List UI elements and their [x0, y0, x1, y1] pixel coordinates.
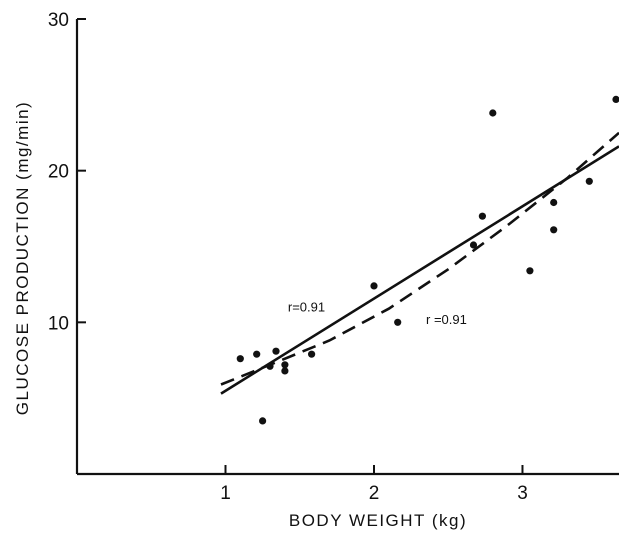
- solid-fit-line: [220, 145, 619, 395]
- data-point: [236, 355, 244, 363]
- y-tick-label: 20: [48, 162, 69, 183]
- correlation-label: r=0.91: [288, 300, 325, 315]
- data-point: [550, 198, 558, 207]
- data-point: [526, 267, 534, 275]
- axes: [75, 19, 619, 476]
- data-point: [370, 282, 378, 290]
- data-point: [281, 361, 289, 369]
- data-point: [308, 350, 316, 358]
- x-tick-label: 2: [369, 483, 380, 504]
- y-axis-label: GLUCOSE PRODUCTION (mg/min): [13, 101, 32, 415]
- data-point: [469, 241, 478, 249]
- data-point: [281, 367, 289, 375]
- data-point: [550, 226, 558, 234]
- data-point: [478, 212, 486, 220]
- x-tick-label: 3: [517, 483, 528, 504]
- correlation-label: r =0.91: [426, 312, 467, 327]
- ticks: 10 20 30 1 2 3: [48, 10, 528, 504]
- data-point: [259, 417, 267, 425]
- regression-lines: [220, 131, 619, 395]
- x-axis-label: BODY WEIGHT (kg): [289, 511, 467, 530]
- y-tick-label: 10: [48, 313, 69, 334]
- y-tick-label: 30: [48, 10, 69, 31]
- data-point: [266, 362, 274, 370]
- data-point: [585, 177, 593, 185]
- data-points: [236, 95, 619, 425]
- data-point: [253, 350, 261, 358]
- data-point: [489, 109, 497, 117]
- data-point: [612, 95, 619, 103]
- x-tick-label: 1: [220, 483, 231, 504]
- dashed-fit-line: [220, 131, 619, 386]
- data-point: [272, 347, 280, 355]
- data-point: [394, 318, 402, 326]
- annotations: r=0.91 r =0.91: [288, 300, 467, 327]
